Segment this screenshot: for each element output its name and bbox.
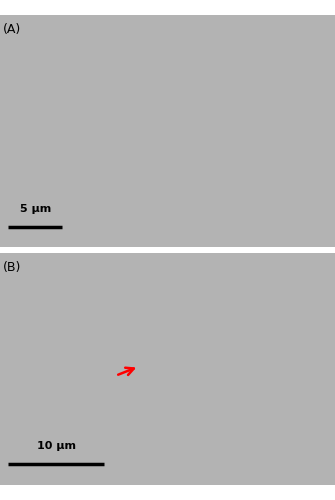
Text: (B): (B): [3, 260, 22, 274]
Text: 10 μm: 10 μm: [37, 442, 76, 452]
Text: (A): (A): [3, 23, 21, 36]
Text: 5 μm: 5 μm: [19, 204, 51, 214]
